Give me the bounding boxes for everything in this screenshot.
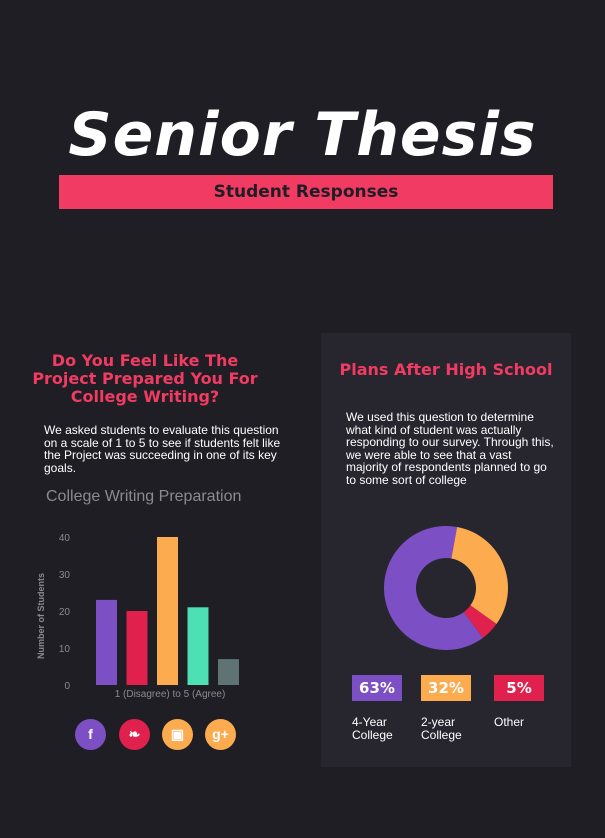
value-badge: 5% [494,675,544,701]
bar-1 [96,599,117,685]
legend-label: 2-year College [421,715,462,742]
page-title: Senior Thesis [68,100,537,170]
right-heading: Plans After High School [339,360,553,379]
twitter-icon[interactable]: ❧ [119,719,150,750]
y-axis-label: Number of Students [36,573,46,659]
bar-3 [157,537,178,685]
slice-1 [384,526,483,650]
value-badge: 63% [352,675,402,701]
slice-3 [463,605,497,638]
left-heading: Do You Feel Like The Project Prepared Yo… [32,351,258,406]
bar-2 [126,611,148,685]
subtitle-banner: Student Responses [59,175,553,209]
bar-chart-title: College Writing Preparation [46,488,242,505]
y-tick-label: 10 [59,644,71,655]
legend-label: 4-Year College [352,715,393,742]
y-tick-label: 0 [64,681,70,692]
bar-4 [187,607,209,685]
left-description: We asked students to evaluate this quest… [44,423,281,475]
bar-chart: 0 10 20 30 40 Number of Students 1 (Disagree) … [36,533,239,700]
y-tick-label: 30 [59,570,71,581]
instagram-icon[interactable]: ▣ [162,719,193,750]
x-axis-label: 1 (Disagree) to 5 (Agree) [115,689,226,700]
y-tick-label: 40 [59,533,71,544]
right-description: We used this question to determine what … [346,410,554,487]
legend-label: Other [494,715,525,729]
value-badge: 32% [421,675,471,701]
bar-5 [218,659,239,685]
slice-2 [451,527,508,625]
y-tick-label: 20 [59,607,71,618]
google-plus-icon[interactable]: g+ [205,719,236,750]
facebook-icon[interactable]: f [75,719,106,750]
plans-panel: Plans After High School We used this que… [321,333,571,767]
donut-chart [384,526,508,650]
